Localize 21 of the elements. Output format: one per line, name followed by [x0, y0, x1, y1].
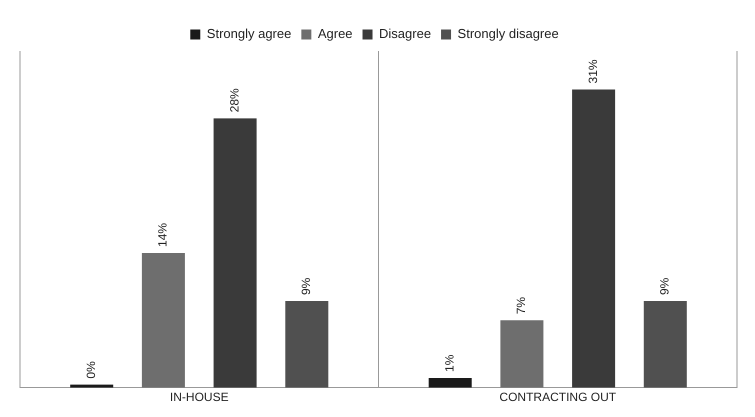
x-tick-label: CONTRACTING OUT	[499, 390, 617, 404]
bar	[500, 320, 544, 388]
bar	[428, 378, 472, 388]
legend-label: Strongly agree	[206, 26, 292, 42]
bar	[572, 89, 616, 388]
data-label: 0%	[84, 360, 98, 379]
legend-label: Strongly disagree	[458, 26, 559, 42]
legend-label: Disagree	[379, 26, 432, 42]
bar	[142, 252, 185, 388]
bar	[214, 118, 257, 388]
bar	[644, 301, 687, 388]
data-label: 28%	[227, 88, 242, 112]
bar	[285, 301, 328, 388]
legend-label: Agree	[318, 26, 353, 42]
data-label: 9%	[299, 277, 314, 296]
data-label: 9%	[658, 277, 672, 296]
data-label: 31%	[586, 59, 600, 84]
data-label: 7%	[514, 296, 528, 314]
x-tick-label: IN-HOUSE	[170, 390, 229, 404]
data-label: 1%	[442, 354, 457, 372]
data-label: 14%	[156, 222, 170, 247]
